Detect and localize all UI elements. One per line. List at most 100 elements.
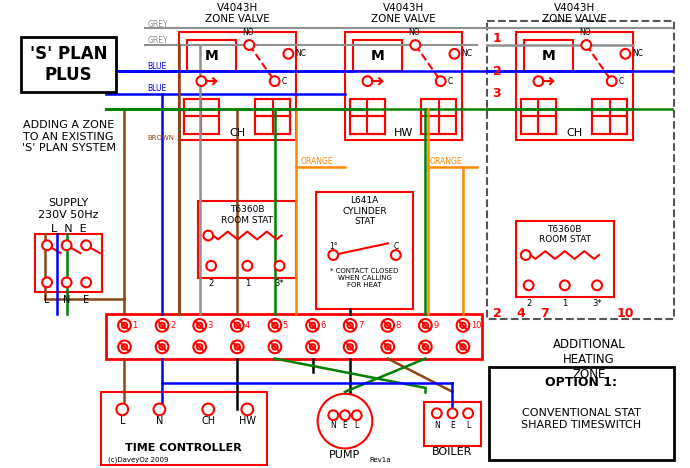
Text: CH: CH (566, 128, 582, 138)
Circle shape (362, 76, 373, 86)
Circle shape (156, 319, 168, 332)
Text: 3: 3 (493, 88, 501, 100)
Circle shape (423, 323, 428, 328)
Circle shape (284, 49, 293, 58)
Text: NO: NO (242, 28, 254, 37)
Bar (184, 99, 201, 117)
Text: E: E (343, 421, 347, 430)
Text: 2: 2 (526, 299, 531, 308)
Bar (424, 402, 481, 446)
Bar (350, 117, 368, 134)
Text: GREY: GREY (148, 36, 168, 44)
Circle shape (270, 76, 279, 86)
Bar (106, 314, 482, 358)
Bar (489, 367, 674, 460)
Text: 3: 3 (208, 321, 213, 330)
Circle shape (268, 319, 282, 332)
Bar (421, 99, 456, 134)
Circle shape (607, 76, 617, 86)
Text: M: M (371, 49, 384, 63)
Circle shape (419, 341, 432, 353)
Circle shape (159, 323, 165, 328)
Circle shape (81, 241, 91, 250)
Circle shape (524, 280, 533, 290)
Circle shape (457, 319, 469, 332)
Bar (273, 99, 290, 117)
Text: HW: HW (239, 416, 256, 426)
Circle shape (306, 341, 319, 353)
Bar (521, 99, 556, 134)
Circle shape (411, 40, 420, 50)
Circle shape (204, 231, 213, 241)
Bar (255, 117, 273, 134)
Circle shape (156, 341, 168, 353)
Text: CONVENTIONAL STAT
SHARED TIMESWITCH: CONVENTIONAL STAT SHARED TIMESWITCH (522, 409, 642, 430)
Text: 2: 2 (208, 279, 214, 288)
Text: T6360B
ROOM STAT: T6360B ROOM STAT (539, 225, 591, 244)
Circle shape (382, 341, 394, 353)
Text: M: M (204, 49, 218, 63)
Circle shape (268, 341, 282, 353)
Text: T6360B
ROOM STAT: T6360B ROOM STAT (221, 205, 273, 225)
Text: V4043H
ZONE VALVE: V4043H ZONE VALVE (371, 3, 436, 24)
Circle shape (235, 323, 240, 328)
Circle shape (193, 341, 206, 353)
Text: OPTION 1:: OPTION 1: (545, 375, 618, 388)
Text: NC: NC (295, 49, 306, 58)
Text: C: C (393, 242, 398, 251)
Circle shape (42, 278, 52, 287)
Circle shape (352, 410, 362, 420)
Text: CH: CH (201, 416, 215, 426)
Text: N: N (434, 421, 440, 430)
Text: M: M (542, 49, 555, 63)
Text: 7: 7 (358, 321, 364, 330)
Text: 3*: 3* (275, 279, 284, 288)
Circle shape (460, 344, 466, 350)
Text: 1°: 1° (329, 242, 337, 251)
Circle shape (560, 280, 570, 290)
Text: SUPPLY
230V 50Hz: SUPPLY 230V 50Hz (38, 198, 99, 220)
Text: HW: HW (394, 128, 413, 138)
Text: ORANGE: ORANGE (301, 157, 334, 166)
Text: CH: CH (230, 128, 246, 138)
Circle shape (448, 409, 457, 418)
Circle shape (423, 344, 428, 350)
Circle shape (432, 409, 442, 418)
Circle shape (231, 341, 244, 353)
Circle shape (159, 344, 165, 350)
Bar (610, 99, 627, 117)
Circle shape (242, 261, 253, 271)
Text: L: L (119, 416, 125, 426)
Circle shape (328, 250, 338, 260)
Text: ADDING A ZONE
TO AN EXISTING
'S' PLAN SYSTEM: ADDING A ZONE TO AN EXISTING 'S' PLAN SY… (21, 120, 115, 154)
Text: BLUE: BLUE (148, 84, 167, 94)
Bar (368, 117, 385, 134)
Text: N: N (331, 421, 336, 430)
Circle shape (61, 241, 72, 250)
Bar (516, 221, 613, 297)
Bar (345, 32, 462, 140)
Text: L: L (44, 295, 50, 305)
Bar (521, 99, 538, 117)
Text: * CONTACT CLOSED
WHEN CALLING
FOR HEAT: * CONTACT CLOSED WHEN CALLING FOR HEAT (331, 268, 399, 287)
Text: (c)DaveyOz 2009: (c)DaveyOz 2009 (108, 457, 168, 463)
Bar (201, 99, 219, 117)
Circle shape (521, 250, 531, 260)
Text: E: E (83, 295, 89, 305)
Bar (184, 99, 219, 134)
Circle shape (306, 319, 319, 332)
Text: L: L (355, 421, 359, 430)
Circle shape (460, 323, 466, 328)
Text: 1: 1 (493, 32, 501, 44)
Circle shape (385, 344, 391, 350)
Circle shape (206, 261, 216, 271)
Circle shape (197, 344, 202, 350)
Bar (199, 201, 296, 278)
Bar (184, 117, 201, 134)
Bar (592, 117, 610, 134)
Text: 'S' PLAN
PLUS: 'S' PLAN PLUS (30, 45, 107, 84)
Text: TIME CONTROLLER: TIME CONTROLLER (126, 444, 242, 453)
Circle shape (118, 319, 131, 332)
Text: 8: 8 (395, 321, 401, 330)
Circle shape (202, 403, 214, 415)
